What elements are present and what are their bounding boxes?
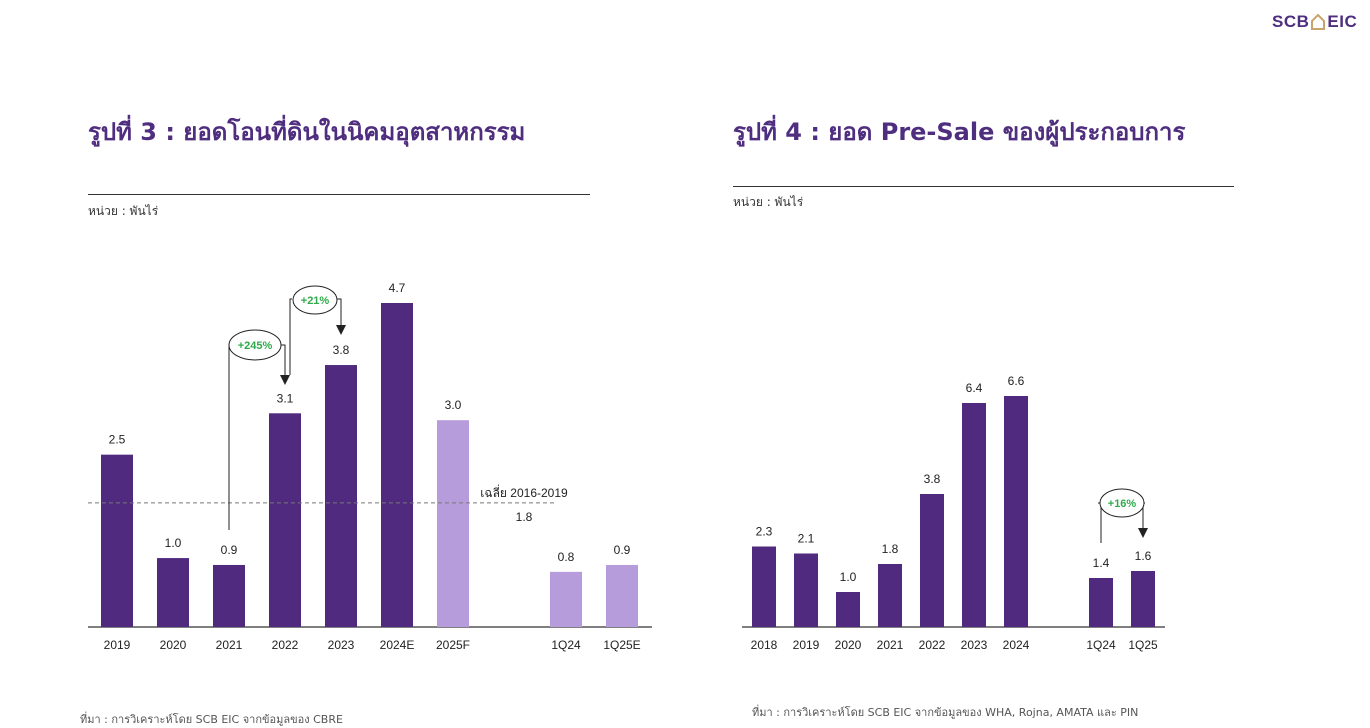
growth-label-245: +245% — [238, 340, 273, 352]
tick-label-1Q24: 1Q24 — [1086, 638, 1116, 652]
chart2-title: รูปที่ 4 : ยอด Pre-Sale ของผู้ประกอบการ — [733, 118, 1186, 146]
tick-label-2023: 2023 — [961, 638, 988, 652]
chart1-source: ที่มา : การวิเคราะห์โดย SCB EIC จากข้อมู… — [80, 713, 343, 726]
chart2-source: ที่มา : การวิเคราะห์โดย SCB EIC จากข้อมู… — [752, 706, 1139, 719]
bar-2018 — [752, 546, 776, 627]
tick-label-2022: 2022 — [272, 638, 299, 652]
logo-text-right: EIC — [1327, 12, 1358, 31]
bar-2024E — [381, 303, 413, 627]
data-label-2024E: 4.7 — [389, 281, 406, 295]
data-label-2023: 3.8 — [333, 343, 350, 357]
bar-2020 — [836, 592, 860, 627]
tick-label-2024: 2024 — [1003, 638, 1030, 652]
chart2-unit-label: หน่วย : พันไร่ — [733, 195, 804, 209]
bar-2023 — [962, 403, 986, 627]
growth-ellipse-16 — [1099, 488, 1145, 518]
chart1-title-rule — [88, 194, 590, 195]
data-label-2020: 1.0 — [165, 536, 182, 550]
chart2-title-rule — [733, 186, 1234, 187]
house-logo-icon — [1311, 14, 1326, 30]
data-label-1Q24: 0.8 — [558, 550, 575, 564]
bar-2022 — [269, 413, 301, 627]
growth-arrowhead-2022 — [280, 375, 290, 385]
growth-line-2023 — [336, 298, 342, 328]
tick-label-2024E: 2024E — [380, 638, 415, 652]
tick-label-2020: 2020 — [835, 638, 862, 652]
growth-arrowhead-2023 — [336, 325, 346, 335]
data-label-1Q25E: 0.9 — [614, 543, 631, 557]
bar-2024 — [1004, 396, 1028, 627]
data-label-2019: 2.5 — [109, 433, 126, 447]
chart1-unit-label: หน่วย : พันไร่ — [88, 204, 159, 218]
tick-label-1Q25E: 1Q25E — [603, 638, 640, 652]
growth-line-1Q24 — [1098, 502, 1102, 543]
data-label-2020: 1.0 — [840, 570, 857, 584]
tick-label-2019: 2019 — [793, 638, 820, 652]
growth-line-2022b — [289, 298, 292, 375]
bar-2020 — [157, 558, 189, 627]
data-label-2019: 2.1 — [798, 532, 815, 546]
logo-text-left: SCB — [1272, 12, 1310, 31]
growth-arrowhead-1Q25 — [1138, 528, 1148, 538]
tick-label-2021: 2021 — [877, 638, 904, 652]
tick-label-1Q24: 1Q24 — [551, 638, 581, 652]
data-label-2024: 6.6 — [1008, 374, 1025, 388]
data-label-1Q25: 1.6 — [1135, 549, 1152, 563]
data-label-2018: 2.3 — [756, 525, 773, 539]
average-value: 1.8 — [516, 510, 533, 524]
data-label-2022: 3.1 — [277, 391, 294, 405]
bar-2025F — [437, 420, 469, 627]
tick-label-2022: 2022 — [919, 638, 946, 652]
data-label-2023: 6.4 — [966, 381, 983, 395]
tick-label-2025F: 2025F — [436, 638, 470, 652]
bar-2022 — [920, 494, 944, 627]
growth-ellipse-21 — [292, 285, 338, 315]
bar-2023 — [325, 365, 357, 627]
bar-2021 — [213, 564, 245, 627]
scb-eic-logo: SCB EIC — [1272, 12, 1357, 32]
data-label-2021: 0.9 — [221, 543, 238, 557]
data-label-1Q24: 1.4 — [1093, 556, 1110, 570]
bar-1Q24 — [1089, 578, 1113, 627]
tick-label-2019: 2019 — [104, 638, 131, 652]
tick-label-2018: 2018 — [751, 638, 778, 652]
tick-label-1Q25: 1Q25 — [1128, 638, 1158, 652]
growth-label-21: +21% — [301, 295, 330, 307]
bar-1Q24 — [550, 571, 582, 627]
data-label-2022: 3.8 — [924, 472, 941, 486]
chart1-title: รูปที่ 3 : ยอดโอนที่ดินในนิคมอุตสาหกรรม — [88, 118, 526, 146]
average-label: เฉลี่ย 2016-2019 — [480, 484, 568, 500]
bar-1Q25 — [1131, 571, 1155, 627]
growth-ellipse-245 — [228, 329, 282, 361]
growth-label-16: +16% — [1108, 498, 1137, 510]
tick-label-2023: 2023 — [328, 638, 355, 652]
data-label-2025F: 3.0 — [445, 398, 462, 412]
bar-2019 — [101, 454, 133, 627]
bar-2021 — [878, 564, 902, 627]
bar-1Q25E — [606, 564, 638, 627]
data-label-2021: 1.8 — [882, 542, 899, 556]
tick-label-2021: 2021 — [216, 638, 243, 652]
tick-label-2020: 2020 — [160, 638, 187, 652]
bar-2019 — [794, 553, 818, 627]
